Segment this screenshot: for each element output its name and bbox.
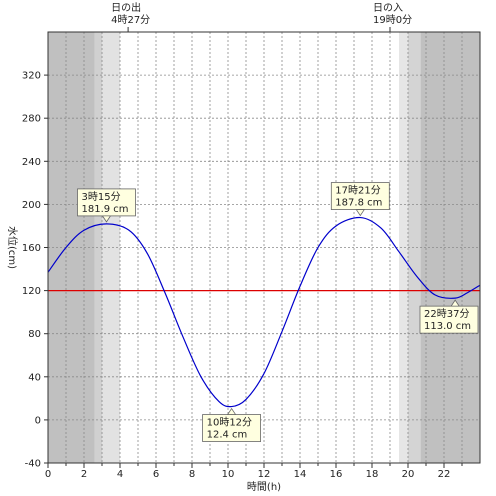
y-tick-label: 240 bbox=[22, 157, 41, 168]
x-tick-label: 16 bbox=[330, 469, 343, 480]
shade-band-0 bbox=[48, 32, 95, 463]
sun-event-label-1: 日の入 bbox=[373, 3, 403, 14]
y-tick-label: 80 bbox=[28, 329, 41, 340]
x-tick-label: 10 bbox=[222, 469, 235, 480]
shade-band-5 bbox=[420, 32, 480, 463]
x-tick-label: 2 bbox=[81, 469, 87, 480]
y-tick-label: -40 bbox=[25, 459, 41, 470]
annotation-time: 17時21分 bbox=[335, 185, 380, 197]
annotation-value: 181.9 cm bbox=[82, 204, 129, 215]
x-tick-label: 6 bbox=[153, 469, 159, 480]
annotation-pointer bbox=[355, 209, 366, 217]
x-tick-label: 8 bbox=[189, 469, 195, 480]
annotation-time: 3時15分 bbox=[82, 191, 121, 203]
y-tick-label: 0 bbox=[35, 415, 41, 426]
y-tick-label: 160 bbox=[22, 243, 41, 254]
y-tick-label: 120 bbox=[22, 286, 41, 297]
annotation-box bbox=[330, 182, 390, 210]
y-tick-label: 320 bbox=[22, 71, 41, 82]
shade-band-1 bbox=[94, 32, 102, 463]
night-shading bbox=[48, 32, 480, 463]
x-tick-label: 4 bbox=[117, 469, 123, 480]
annotation-pointer bbox=[450, 299, 460, 307]
x-tick-label: 12 bbox=[258, 469, 271, 480]
shade-band-3 bbox=[399, 32, 408, 463]
annotation-box bbox=[419, 305, 479, 334]
x-tick-label: 0 bbox=[45, 469, 51, 480]
y-tick-label: 280 bbox=[22, 114, 41, 125]
annotation-value: 113.0 cm bbox=[424, 321, 471, 332]
axes: -40 0 40 80 120 160 200 240 280 320 0 2 4 6 8 10 12 14 16 1… bbox=[22, 31, 481, 480]
annotation-value: 187.8 cm bbox=[335, 198, 382, 209]
x-tick-label: 22 bbox=[438, 469, 451, 480]
annotation-box bbox=[202, 414, 262, 442]
y-axis-title: 水位(cm) bbox=[6, 226, 19, 269]
annotation-time: 10時12分 bbox=[207, 417, 252, 429]
y-tick-label: 200 bbox=[22, 200, 41, 211]
annotation-time: 22時37分 bbox=[424, 308, 469, 320]
sun-event-label-0: 日の出 bbox=[111, 1, 141, 14]
tide-line-0 bbox=[47, 216, 481, 408]
x-axis-title: 時間(h) bbox=[247, 481, 281, 493]
annotation-pointer bbox=[101, 215, 112, 223]
shade-band-4 bbox=[408, 32, 421, 463]
annotation-pointer bbox=[226, 407, 237, 415]
x-tick-label: 20 bbox=[402, 469, 415, 480]
sun-event-time-1: 19時0分 bbox=[373, 14, 412, 26]
x-tick-label: 14 bbox=[294, 469, 307, 480]
sun-event-time-0: 4時27分 bbox=[111, 14, 150, 26]
annotation-value: 12.4 cm bbox=[207, 430, 248, 441]
y-tick-label: 40 bbox=[28, 372, 41, 383]
x-tick-label: 18 bbox=[366, 469, 379, 480]
shade-band-2 bbox=[102, 32, 120, 463]
series-layer bbox=[47, 216, 481, 408]
